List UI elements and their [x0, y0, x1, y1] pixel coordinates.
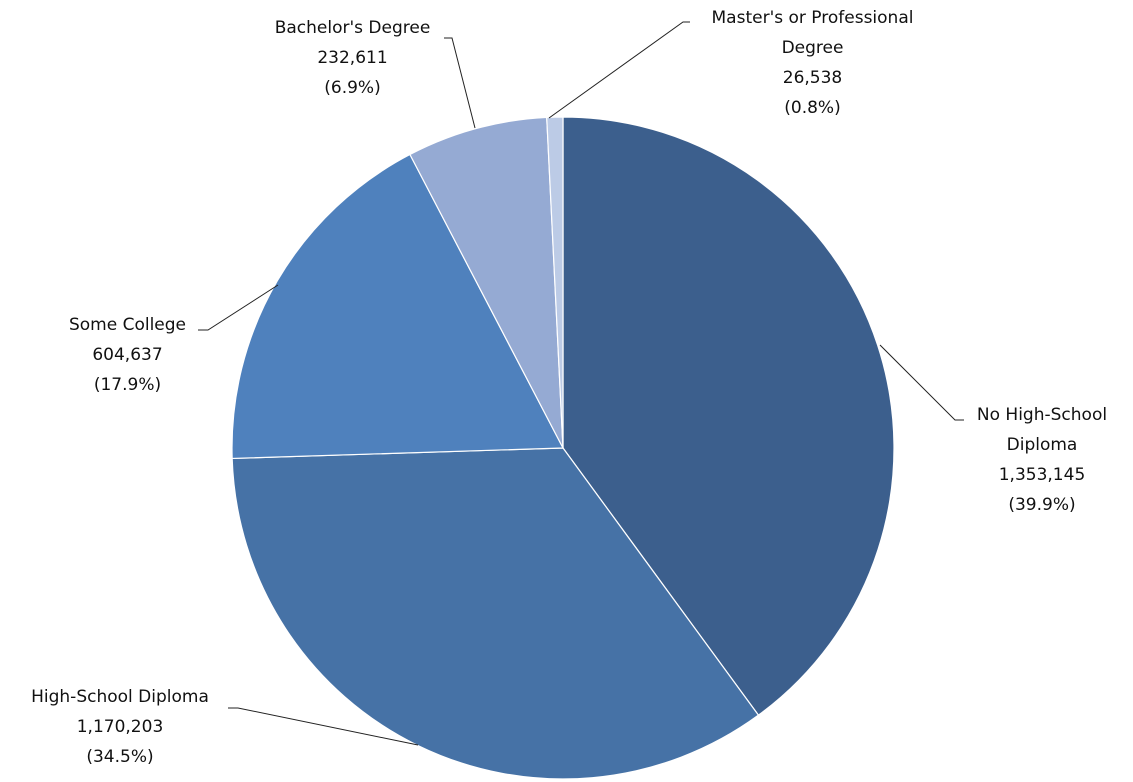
category-label: Master's or Professional Degree: [711, 8, 914, 58]
value-label: 1,353,145: [998, 465, 1086, 485]
leader-line: [548, 21, 690, 119]
category-label: No High-School Diploma: [976, 405, 1108, 455]
leader-line: [879, 344, 964, 421]
slice-label: High-School Diploma 1,170,203 (34.5%): [5, 682, 235, 772]
percent-label: (0.8%): [784, 98, 841, 118]
category-label: Bachelor's Degree: [274, 18, 431, 38]
percent-label: (34.5%): [86, 747, 154, 767]
value-label: 26,538: [782, 68, 843, 88]
category-label: Some College: [68, 315, 187, 335]
slice-label: Bachelor's Degree 232,611 (6.9%): [250, 13, 455, 103]
leader-line: [228, 707, 419, 746]
pie-slice: [562, 116, 895, 717]
slice-label: Some College 604,637 (17.9%): [40, 310, 215, 400]
percent-label: (39.9%): [1008, 495, 1076, 515]
slice-label: No High-School Diploma 1,353,145 (39.9%): [962, 400, 1122, 520]
percent-label: (17.9%): [93, 375, 162, 395]
pie-slice: [231, 153, 564, 460]
value-label: 604,637: [92, 345, 163, 365]
percent-label: (6.9%): [324, 78, 381, 98]
pie-slice: [409, 116, 564, 449]
pie-slice: [546, 116, 564, 449]
pie-slice: [231, 447, 760, 780]
value-label: 232,611: [317, 48, 388, 68]
leader-line: [444, 37, 476, 129]
slice-label: Master's or Professional Degree 26,538 (0.…: [680, 3, 945, 123]
value-label: 1,170,203: [76, 717, 164, 737]
leader-line: [198, 284, 279, 331]
category-label: High-School Diploma: [31, 687, 209, 707]
